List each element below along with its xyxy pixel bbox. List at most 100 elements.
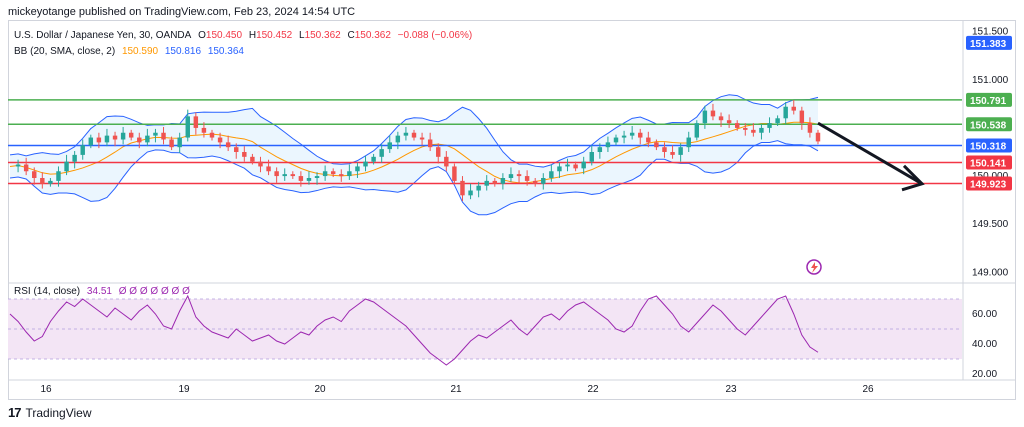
candle-body bbox=[427, 139, 433, 148]
candle-body bbox=[88, 137, 94, 146]
price-tick-label: 151.500 bbox=[972, 27, 1009, 38]
candle-body bbox=[169, 139, 174, 148]
change-value: −0.088 (−0.06%) bbox=[397, 30, 473, 41]
candle-body bbox=[516, 174, 522, 177]
symbol-name: U.S. Dollar / Japanese Yen, 30, OANDA bbox=[14, 30, 192, 41]
brand-name: TradingView bbox=[25, 405, 92, 420]
candle-body bbox=[767, 123, 772, 128]
candle-body bbox=[96, 137, 102, 143]
rsi-tick-label: 60.00 bbox=[972, 309, 997, 320]
price-badge: 149.923 bbox=[966, 176, 1012, 191]
candle-body bbox=[258, 161, 263, 167]
time-tick-label: 22 bbox=[587, 384, 599, 395]
candle-body bbox=[532, 180, 538, 184]
time-tick-label: 20 bbox=[314, 384, 326, 395]
high-value: 150.452 bbox=[256, 30, 293, 41]
candle-body bbox=[177, 137, 182, 148]
rsi-extra: Ø Ø Ø Ø Ø Ø Ø bbox=[118, 286, 190, 297]
price-badge-label: 149.923 bbox=[970, 179, 1007, 190]
candle-body bbox=[775, 118, 780, 124]
candle-body bbox=[266, 166, 271, 172]
candle-body bbox=[234, 147, 239, 152]
candle-body bbox=[702, 110, 708, 124]
bb-upper-value: 150.816 bbox=[164, 46, 202, 57]
candle-body bbox=[128, 132, 134, 138]
price-badge-bg bbox=[966, 117, 1012, 132]
close-value: 150.362 bbox=[354, 30, 391, 41]
rsi-tick-label: 20.00 bbox=[972, 369, 997, 380]
candle-body bbox=[193, 116, 199, 128]
lightning-icon-circle bbox=[806, 259, 822, 275]
bb-basis-line bbox=[9, 121, 819, 184]
price-badge-label: 150.791 bbox=[970, 96, 1007, 107]
price-badge-label: 151.383 bbox=[970, 39, 1007, 50]
candle-body bbox=[743, 127, 748, 130]
candle-body bbox=[759, 127, 764, 133]
candle-body bbox=[621, 135, 627, 138]
candle-body bbox=[468, 190, 473, 196]
candle-body bbox=[72, 154, 77, 162]
candle-body bbox=[508, 174, 514, 178]
candle-body bbox=[436, 147, 441, 157]
candle-body bbox=[678, 147, 683, 155]
candle-body bbox=[662, 147, 667, 152]
price-badge-bg bbox=[966, 92, 1012, 107]
candle-body bbox=[209, 132, 215, 138]
candle-body bbox=[783, 106, 788, 119]
tradingview-logo-icon: 17 bbox=[8, 405, 22, 420]
candle-body bbox=[185, 116, 190, 138]
candle-body bbox=[161, 132, 166, 140]
candle-body bbox=[290, 174, 296, 177]
candle-body bbox=[557, 166, 562, 172]
candle-body bbox=[541, 178, 546, 184]
candle-body bbox=[250, 156, 255, 162]
candle-body bbox=[411, 132, 417, 138]
price-badge-bg bbox=[966, 176, 1012, 191]
price-tick-label: 149.000 bbox=[972, 267, 1009, 278]
candle-body bbox=[807, 123, 813, 133]
price-tick-label: 149.500 bbox=[972, 219, 1009, 230]
candle-body bbox=[654, 142, 659, 148]
candle-body bbox=[460, 180, 465, 196]
time-tick-label: 21 bbox=[450, 384, 462, 395]
time-tick-label: 23 bbox=[725, 384, 737, 395]
low-value: 150.362 bbox=[304, 30, 341, 41]
candle-body bbox=[613, 137, 619, 143]
time-tick-label: 19 bbox=[178, 384, 190, 395]
candle-body bbox=[371, 156, 376, 162]
price-badge-label: 150.538 bbox=[970, 120, 1007, 131]
candle-body bbox=[274, 171, 279, 177]
candle-body bbox=[597, 147, 603, 152]
candle-body bbox=[686, 137, 691, 148]
bb-fill bbox=[10, 94, 818, 215]
candle-body bbox=[726, 120, 732, 124]
price-badge: 150.318 bbox=[966, 138, 1012, 153]
price-badge-bg bbox=[966, 35, 1012, 50]
tradingview-brand[interactable]: 17 TradingView bbox=[8, 405, 92, 420]
candle-body bbox=[225, 142, 231, 148]
rsi-legend[interactable]: RSI (14, close) 34.51 Ø Ø Ø Ø Ø Ø Ø bbox=[14, 286, 194, 297]
price-badge-bg bbox=[966, 155, 1012, 170]
lightning-icon-bolt bbox=[811, 262, 818, 273]
candle-body bbox=[306, 178, 312, 181]
bb-label: BB (20, SMA, close, 2) bbox=[14, 46, 116, 57]
candle-body bbox=[56, 171, 61, 181]
candle-body bbox=[751, 129, 756, 133]
candle-body bbox=[799, 110, 805, 124]
close-label: C bbox=[347, 30, 355, 41]
candle-body bbox=[524, 176, 530, 181]
candle-body bbox=[638, 132, 643, 138]
candle-body bbox=[314, 176, 320, 178]
price-badge: 150.791 bbox=[966, 92, 1012, 107]
price-badge-label: 150.318 bbox=[970, 141, 1007, 152]
candle-body bbox=[298, 176, 304, 181]
candle-body bbox=[322, 171, 328, 177]
rsi-tick-label: 40.00 bbox=[972, 339, 997, 350]
candle-body bbox=[605, 142, 611, 148]
price-tick-label: 151.000 bbox=[972, 75, 1009, 86]
candle-body bbox=[500, 178, 506, 184]
symbol-legend[interactable]: U.S. Dollar / Japanese Yen, 30, OANDA O1… bbox=[14, 30, 476, 41]
candle-body bbox=[476, 185, 481, 191]
bb-legend[interactable]: BB (20, SMA, close, 2) 150.590 150.816 1… bbox=[14, 46, 248, 57]
